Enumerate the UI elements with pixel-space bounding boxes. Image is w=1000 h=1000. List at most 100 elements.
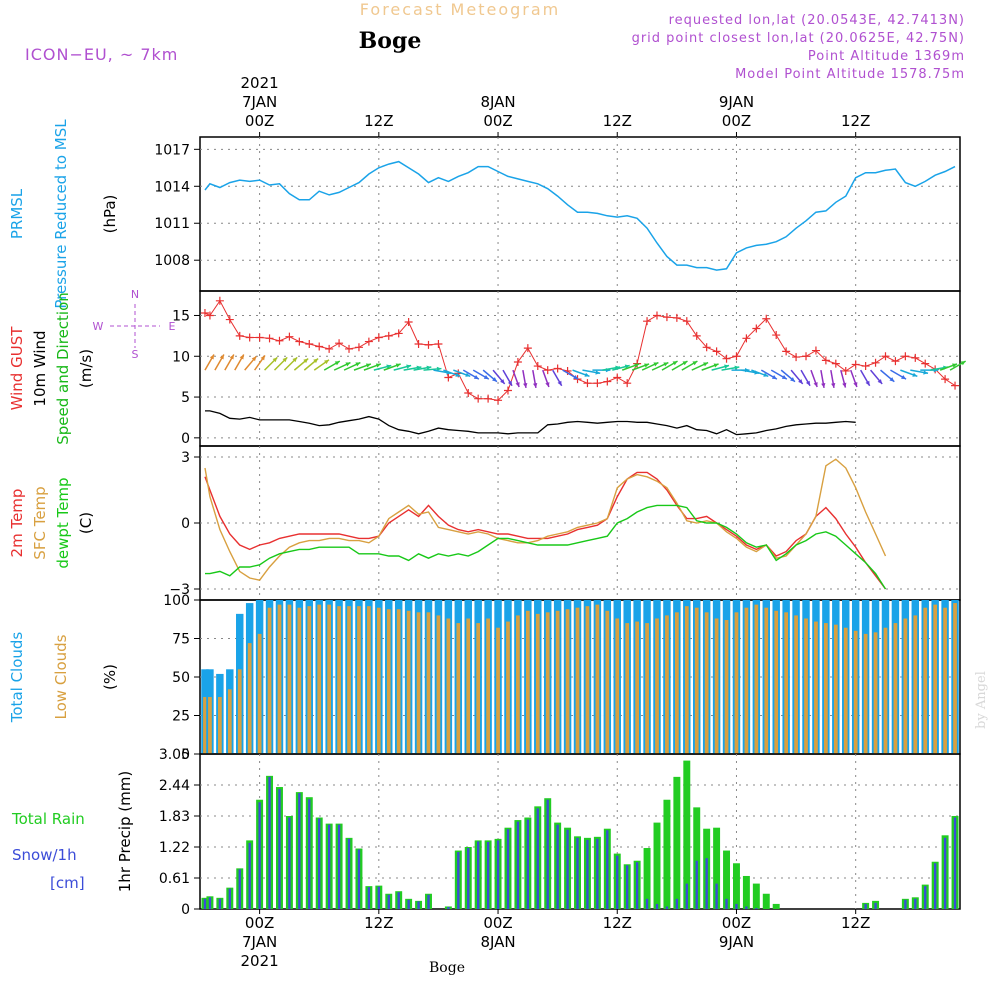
low-cloud-bar — [237, 669, 242, 754]
snow-bar — [606, 830, 609, 909]
gust-marker — [215, 296, 224, 305]
snow-bar — [506, 829, 510, 909]
low-cloud-bar — [247, 643, 252, 754]
gust-marker — [295, 337, 304, 346]
wind-arrow-head — [573, 374, 579, 380]
wind-arrow-head — [386, 364, 392, 369]
gust-marker — [792, 353, 801, 362]
gust-marker — [543, 366, 552, 375]
time-label-top: 12Z — [603, 112, 632, 130]
rain-bar — [752, 883, 760, 909]
gust-marker — [662, 313, 671, 322]
gust-marker — [941, 375, 950, 384]
low-cloud-bar — [317, 604, 322, 754]
snow-bar — [934, 863, 937, 909]
gust-marker — [643, 317, 652, 326]
snow-bar — [258, 802, 261, 909]
snow-bar — [357, 849, 361, 909]
wind-arrow-head — [239, 354, 244, 360]
gust-marker — [245, 333, 254, 342]
low-cloud-bar — [496, 627, 500, 754]
y-axis-label-temperature: (C) — [77, 512, 95, 534]
y-tick-label-pressure: 1017 — [154, 142, 190, 158]
snow-bar — [556, 824, 559, 909]
snow-bar — [914, 898, 917, 909]
y-tick-label-temperature: 0 — [181, 516, 190, 532]
y-tick-label-pressure: 1014 — [154, 179, 190, 195]
gust-marker — [444, 373, 453, 382]
gust-marker — [682, 317, 691, 326]
wind-arrow-head — [663, 362, 669, 367]
header-title: Forecast Meteogram — [360, 0, 560, 19]
snow-bar — [327, 824, 331, 909]
gust-marker — [205, 311, 214, 320]
compass-w: W — [93, 320, 104, 333]
low-cloud-bar — [794, 615, 798, 754]
gust-marker — [275, 336, 284, 345]
wind-arrow-head — [251, 356, 257, 362]
y-tick-label-clouds: 75 — [172, 632, 190, 648]
credit-watermark: by Angel — [974, 671, 989, 729]
low-cloud-bar — [665, 615, 669, 754]
time-label-bottom: 12Z — [841, 914, 870, 932]
low-cloud-bar — [774, 610, 779, 754]
y-tick-label-precip: 1.83 — [159, 809, 190, 825]
temp-line — [204, 458, 887, 581]
snow-bar — [546, 799, 549, 909]
snow-bar — [248, 842, 251, 909]
wind-arrow-head — [682, 361, 688, 366]
gust-marker — [374, 333, 383, 342]
wind-arrow-head — [724, 364, 730, 369]
snow-bar — [596, 838, 599, 909]
wind-arrow-head — [219, 354, 224, 360]
gust-marker — [613, 373, 622, 382]
snow-bar — [218, 898, 222, 909]
compass-e: E — [169, 320, 176, 333]
gust-marker — [752, 324, 761, 333]
gust-marker — [404, 318, 413, 326]
y-axis-label-clouds: Total Clouds — [8, 632, 26, 724]
gust-marker — [603, 377, 612, 386]
gust-marker — [841, 366, 850, 375]
low-cloud-bar — [277, 604, 282, 754]
wind-arrow-head — [634, 363, 640, 368]
low-cloud-bar — [645, 623, 649, 754]
low-cloud-bar — [267, 607, 272, 754]
y-axis-label-temperature: 2m Temp — [8, 489, 26, 558]
y-axis-label-clouds: (%) — [101, 664, 119, 690]
y-tick-label-precip: 1.22 — [159, 840, 190, 856]
wind-arrow-head — [334, 361, 340, 366]
gust-marker — [503, 386, 512, 395]
low-cloud-bar — [218, 697, 222, 754]
low-cloud-bar — [545, 612, 550, 754]
compass-s: S — [132, 348, 139, 361]
wind-arrow-head — [324, 359, 329, 365]
low-cloud-bar — [684, 606, 689, 754]
y-axis-label-wind: Wind GUST — [8, 326, 26, 411]
gust-marker — [593, 379, 602, 388]
snow-bar — [655, 903, 659, 909]
low-cloud-bar — [257, 633, 262, 754]
low-cloud-bar — [754, 604, 759, 754]
snow-bar — [203, 898, 207, 909]
wind-arrow-head — [584, 372, 590, 377]
low-cloud-bar — [893, 623, 898, 754]
y-tick-label-temperature: −3 — [169, 582, 190, 598]
rain-bar — [723, 850, 731, 909]
wind-arrow-head — [345, 362, 351, 367]
y-axis-label-pressure: (hPa) — [101, 195, 119, 234]
snow-bar — [685, 883, 688, 909]
time-label-top: 2021 — [241, 74, 279, 92]
wind-arrow-head — [229, 354, 234, 360]
wind-arrow-head — [303, 358, 309, 364]
low-cloud-bar — [535, 613, 540, 754]
rain-bar — [653, 822, 661, 909]
gust-marker — [901, 352, 910, 361]
panel-frame-pressure — [199, 136, 961, 292]
low-cloud-bar — [814, 621, 818, 754]
wind-arrow-head — [644, 363, 650, 368]
gust-marker — [345, 344, 354, 353]
y-axis-label-temperature: dewpt Temp — [54, 477, 72, 568]
grid-point-coords: grid point closest lon,lat (20.0625E, 42… — [632, 31, 965, 46]
